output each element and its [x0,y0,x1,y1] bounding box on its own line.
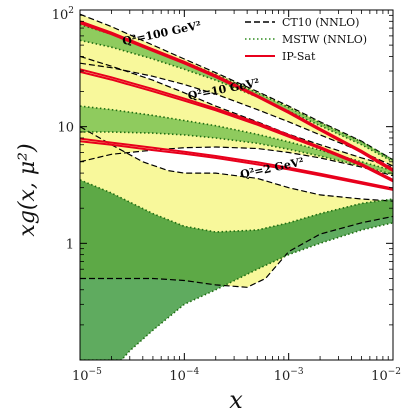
ct10-upper-line-q1 [80,55,393,168]
y-tick-label: 102 [52,6,74,23]
legend-label: IP-Sat [282,50,316,63]
plot-frame [79,9,394,361]
ct10-upper-line-q0 [80,126,393,202]
x-axis-title: x [229,386,243,414]
y-axis-title: xg(x, μ²) [15,143,40,236]
ipsat-line-q0-1 [80,140,393,191]
lines-layer [80,13,393,360]
x-tick-label: 10−4 [169,367,199,384]
legend-label: CT10 (NNLO) [282,16,359,29]
ipsat-line-q1-1 [80,70,393,183]
mstw-upper-line-q1 [80,105,393,172]
mstw-band-q0 [80,179,393,360]
x-tick-label: 10−3 [274,367,304,384]
ct10-lower-line-q1 [80,146,393,177]
ipsat-line-q2-1 [80,22,393,173]
y-tick-label: 10 [57,121,74,136]
ipsat-line-q1-0 [80,68,393,181]
mstw-band-q2 [80,24,393,162]
ticks-layer: 10−5 10−4 10−3 10−2 1 10 102 [52,6,401,384]
ct10-lower-line-q0 [80,215,393,288]
y-tick-label: 1 [66,237,74,252]
legend-label: MSTW (NNLO) [282,33,367,46]
x-tick-label: 10−2 [371,367,401,384]
ipsat-line-q2-0 [80,20,393,171]
x-tick-label: 10−5 [72,367,102,384]
ipsat-line-q0-0 [80,137,393,190]
ct10-lower-line-q2 [80,62,393,167]
ct10-upper-line-q2 [80,13,393,161]
mstw-upper-line-q0 [80,179,393,233]
legend: CT10 (NNLO) MSTW (NNLO) IP-Sat [245,16,367,63]
mstw-lower-line-q1 [80,131,393,176]
